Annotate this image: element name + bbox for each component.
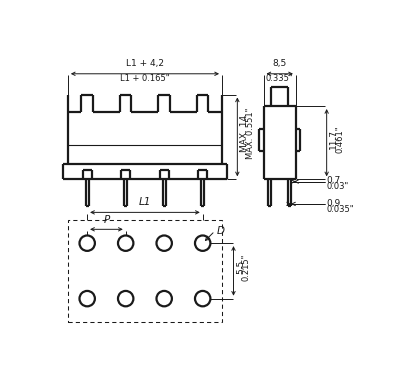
Text: MAX. 0.551": MAX. 0.551" [246,107,255,159]
Bar [68,220,222,322]
Text: L1: L1 [139,197,151,207]
Text: MAX. 14: MAX. 14 [240,115,249,152]
Text: 0.461": 0.461" [335,125,344,152]
Text: 8,5: 8,5 [272,59,287,68]
Text: 0.03": 0.03" [327,183,349,191]
Text: L1 + 4,2: L1 + 4,2 [126,59,164,68]
Text: 0,9: 0,9 [327,198,341,208]
Text: 0,7: 0,7 [327,176,341,185]
Text: 0.035": 0.035" [327,205,354,214]
Text: 0.335": 0.335" [266,74,294,83]
Text: 5,5: 5,5 [236,260,245,274]
Text: P: P [103,215,110,225]
Text: L1 + 0.165": L1 + 0.165" [120,74,170,83]
Text: D: D [216,226,224,236]
Text: 11,7: 11,7 [329,129,338,149]
Text: 0.215": 0.215" [242,253,251,281]
